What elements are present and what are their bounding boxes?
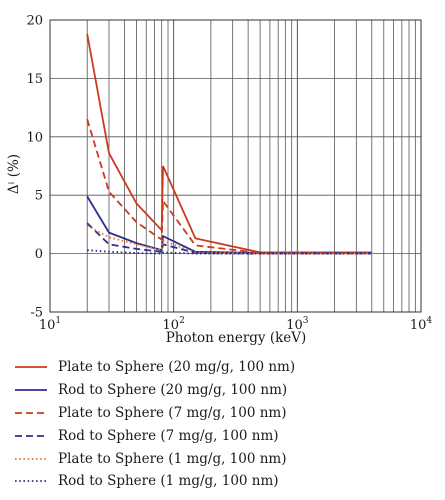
series-line-2	[86, 195, 372, 254]
legend-item: Plate to Sphere (20 mg/g, 100 nm)	[14, 356, 434, 379]
legend-swatch	[15, 457, 47, 460]
grid	[49, 19, 422, 313]
legend-swatch	[15, 480, 47, 483]
legend-label: Plate to Sphere (20 mg/g, 100 nm)	[58, 359, 296, 376]
y-tick-label: 20	[26, 14, 43, 29]
y-tick-label: -5	[30, 306, 43, 321]
y-tick-label: 10	[26, 130, 43, 145]
x-tick-label: 102	[163, 316, 185, 333]
x-tick-label: 104	[410, 316, 433, 333]
legend-swatch	[15, 389, 47, 392]
legend-item: Rod to Sphere (20 mg/g, 100 nm)	[14, 379, 434, 402]
y-axis-label: Δⁱ (%)	[6, 154, 22, 194]
x-axis-label: Photon energy (keV)	[166, 330, 307, 346]
series-line-5	[86, 224, 372, 255]
legend-label: Rod to Sphere (7 mg/g, 100 nm)	[58, 427, 279, 444]
legend-swatch	[15, 412, 47, 414]
legend-label: Rod to Sphere (20 mg/g, 100 nm)	[58, 382, 288, 399]
y-tick-label: 5	[35, 189, 43, 204]
series-lines	[86, 33, 372, 255]
legend-item: Rod to Sphere (1 mg/g, 100 nm)	[14, 470, 434, 493]
legend-item: Rod to Sphere (7 mg/g, 100 nm)	[14, 424, 434, 447]
x-tick-label: 101	[39, 316, 61, 333]
x-tick-label: 103	[286, 316, 309, 333]
legend-label: Plate to Sphere (7 mg/g, 100 nm)	[58, 404, 287, 421]
legend-swatch	[15, 434, 47, 437]
legend-label: Plate to Sphere (1 mg/g, 100 nm)	[58, 450, 287, 467]
plot-frame	[49, 19, 422, 313]
y-tick-label: 15	[26, 72, 43, 87]
legend: Plate to Sphere (20 mg/g, 100 nm) Rod to …	[14, 356, 434, 493]
series-line-3	[86, 119, 372, 254]
legend-label: Rod to Sphere (1 mg/g, 100 nm)	[58, 473, 279, 490]
legend-item: Plate to Sphere (7 mg/g, 100 nm)	[14, 402, 434, 425]
legend-item: Plate to Sphere (1 mg/g, 100 nm)	[14, 447, 434, 470]
series-line-6	[87, 249, 372, 255]
legend-swatch	[15, 366, 47, 369]
y-tick-label: 0	[35, 247, 43, 262]
series-line-1	[86, 33, 372, 254]
tick-labels: -5 0 5 10 15 20 101 102 103 104	[26, 14, 432, 334]
